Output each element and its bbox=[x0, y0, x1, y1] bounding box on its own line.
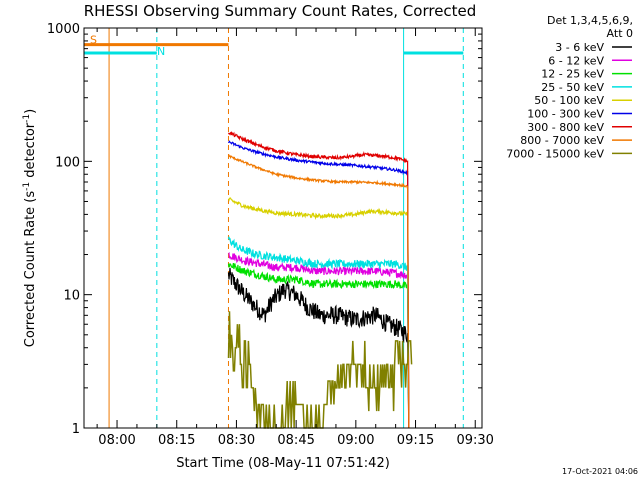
legend-label: 7000 - 15000 keV bbox=[506, 147, 604, 160]
x-tick-label: 09:15 bbox=[397, 433, 434, 448]
legend-header-detectors: Det 1,3,4,5,6,9, bbox=[547, 14, 633, 27]
legend-label: 50 - 100 keV bbox=[534, 94, 604, 107]
legend-label: 300 - 800 keV bbox=[527, 121, 604, 134]
legend-label: 25 - 50 keV bbox=[541, 81, 604, 94]
y-axis-label-mid: detector bbox=[23, 122, 38, 182]
y-axis-label-end: ) bbox=[23, 109, 38, 114]
series-line-3-6keV bbox=[227, 267, 410, 429]
series-line-7000-15000keV bbox=[227, 311, 413, 429]
series-line-100-300keV bbox=[227, 140, 410, 429]
interval-label: S bbox=[90, 34, 97, 47]
y-tick-label: 1 bbox=[72, 422, 80, 437]
series-line-50-100keV bbox=[227, 197, 410, 429]
chart-title: RHESSI Observing Summary Count Rates, Co… bbox=[84, 2, 477, 20]
series-line-12-25keV bbox=[227, 262, 410, 429]
x-tick-label: 08:45 bbox=[277, 433, 314, 448]
series-line-800-7000keV bbox=[227, 154, 410, 429]
plot-area: S N 1 10 100 1000 08:00 08:15 08:30 08:45 09:00 0… bbox=[47, 22, 494, 448]
interval-label: N bbox=[157, 45, 165, 58]
x-tick-label: 08:30 bbox=[218, 433, 255, 448]
series-line-6-12keV bbox=[228, 251, 410, 429]
y-axis-label-main: Corrected Count Rate (s bbox=[23, 191, 38, 348]
x-tick-label: 08:15 bbox=[158, 433, 195, 448]
y-axis-label: Corrected Count Rate (s-1 detector-1) bbox=[22, 109, 38, 347]
y-tick-label: 10 bbox=[63, 289, 80, 304]
plot-frame bbox=[83, 27, 483, 429]
legend-label: 800 - 7000 keV bbox=[520, 134, 604, 147]
y-axis-label-sup1: -1 bbox=[22, 182, 32, 191]
series-line-25-50keV bbox=[227, 236, 410, 429]
x-axis-label: Start Time (08-May-11 07:51:42) bbox=[176, 456, 390, 471]
series-line-300-800keV bbox=[227, 131, 410, 429]
footer-date: 17-Oct-2021 04:06 bbox=[562, 467, 638, 476]
x-tick-label: 09:00 bbox=[337, 433, 374, 448]
legend-label: 3 - 6 keV bbox=[555, 41, 604, 54]
legend-label: 100 - 300 keV bbox=[527, 108, 604, 121]
x-tick-label: 09:30 bbox=[456, 433, 493, 448]
legend-header-attenuator: Att 0 bbox=[607, 27, 633, 40]
y-axis-label-sup2: -1 bbox=[22, 114, 32, 123]
legend-label: 12 - 25 keV bbox=[541, 68, 604, 81]
y-tick-label: 1000 bbox=[47, 22, 80, 37]
x-tick-label: 08:00 bbox=[98, 433, 135, 448]
y-tick-label: 100 bbox=[55, 155, 80, 170]
legend-label: 6 - 12 keV bbox=[548, 54, 604, 67]
